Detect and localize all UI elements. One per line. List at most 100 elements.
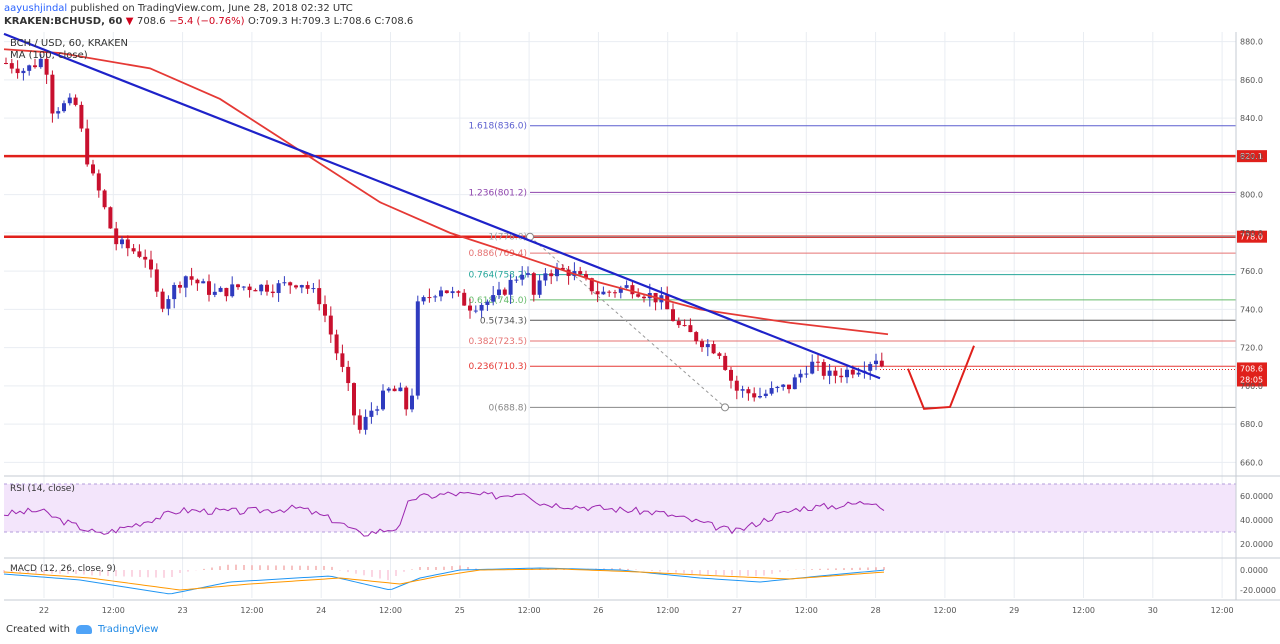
- candle-body: [850, 369, 855, 375]
- x-tick-label: 12:00: [656, 606, 679, 615]
- candle-body: [352, 383, 356, 416]
- x-tick-label: 30: [1148, 606, 1158, 615]
- candle-body: [595, 291, 600, 295]
- candle-body: [642, 296, 646, 299]
- tradingview-brand[interactable]: TradingView: [97, 624, 159, 635]
- candle-body: [827, 370, 832, 376]
- x-tick-label: 12:00: [240, 606, 263, 615]
- macd-tick-label: 0.0000: [1240, 566, 1268, 575]
- candle-body: [497, 289, 501, 296]
- candle-body: [241, 286, 246, 288]
- fib-label: 0.382(723.5): [468, 337, 527, 347]
- candle-body: [218, 287, 223, 292]
- candle-body: [578, 271, 583, 275]
- candle-body: [294, 285, 298, 288]
- candle-body: [392, 388, 397, 392]
- candle-body: [636, 294, 641, 297]
- candle-body: [27, 65, 32, 71]
- rsi-pane: 20.0000 40.0000 60.0000: [3, 483, 1273, 549]
- candle-body: [265, 284, 269, 292]
- candle-body: [96, 173, 101, 191]
- down-arrow-icon: ▼: [125, 16, 134, 27]
- candle-body: [804, 373, 809, 375]
- candle-body: [357, 415, 362, 430]
- candle-body: [334, 334, 339, 354]
- candle-body: [839, 375, 844, 378]
- candle-body: [323, 304, 327, 316]
- candle-body: [230, 284, 235, 297]
- last-price-label: 708.6: [1240, 364, 1263, 373]
- candle-body: [549, 273, 554, 277]
- author-link[interactable]: aayushjindal: [4, 3, 68, 14]
- candle-body: [21, 70, 26, 74]
- fib-label: 0.618(745.0): [468, 296, 527, 306]
- candle-body: [682, 325, 687, 327]
- candle-body: [845, 369, 849, 378]
- candle-body: [288, 282, 293, 286]
- x-tick-label: 12:00: [933, 606, 956, 615]
- candle-body: [44, 58, 49, 75]
- candle-body: [444, 290, 449, 294]
- candle-body: [543, 273, 548, 281]
- fib-label: 0.886(769.4): [468, 249, 527, 259]
- candle-body: [729, 369, 733, 381]
- candle-body: [462, 292, 467, 306]
- y-tick-label: 700.0: [1240, 382, 1263, 391]
- candle-body: [299, 285, 304, 288]
- axes: 660.0 680.0 700.0 720.0 740.0 760.0 780.0 800.0…: [4, 32, 1280, 615]
- candle-body: [456, 291, 461, 293]
- x-tick-label: 26: [593, 606, 603, 615]
- candle-body: [79, 104, 84, 129]
- candle-body: [514, 279, 519, 281]
- candle-body: [73, 97, 78, 105]
- candle-body: [769, 388, 774, 394]
- candle-body: [282, 282, 287, 284]
- macd-signal-line: [3, 568, 885, 591]
- fib-anchor-point: [721, 403, 729, 412]
- candle-body: [62, 103, 66, 112]
- candle-body: [433, 296, 438, 298]
- candle-body: [195, 279, 200, 284]
- candle-body: [212, 291, 217, 295]
- fib-label: 0.5(734.3): [480, 316, 527, 326]
- candle-body: [601, 291, 606, 295]
- y-tick-label: 660.0: [1240, 458, 1263, 467]
- candle-body: [236, 284, 240, 288]
- candle-body: [346, 366, 351, 384]
- y-tick-label: 680.0: [1240, 420, 1263, 429]
- x-tick-label: 12:00: [1072, 606, 1095, 615]
- footer: Created with TradingView: [6, 624, 158, 635]
- fib-anchor-line: [529, 236, 726, 408]
- candle-body: [618, 287, 623, 293]
- candle-body: [404, 387, 409, 410]
- candle-body: [630, 285, 635, 295]
- candle-body: [479, 304, 484, 311]
- candle-body: [763, 393, 768, 397]
- candle-body: [468, 305, 472, 311]
- fib-label: 0.236(710.3): [468, 362, 527, 372]
- candle-body: [798, 373, 803, 378]
- candle-body: [143, 256, 148, 260]
- candle-body: [15, 68, 20, 74]
- last-price-text: 708.6: [136, 16, 166, 27]
- candle-body: [671, 309, 675, 322]
- x-tick-label: 12:00: [102, 606, 125, 615]
- candle-body: [207, 281, 211, 295]
- candle-body: [868, 364, 873, 371]
- x-tick-label: 12:00: [379, 606, 402, 615]
- macd-label: MACD (12, 26, close, 9): [10, 564, 116, 574]
- y-tick-label: 800.0: [1240, 191, 1263, 200]
- trend-line: [3, 32, 881, 380]
- x-tick-label: 28: [871, 606, 881, 615]
- candle-body: [491, 295, 496, 302]
- candle-body: [624, 285, 629, 288]
- fib-label: 1.618(836.0): [468, 122, 527, 132]
- candle-body: [178, 285, 182, 288]
- level-price-label: 778.0: [1240, 233, 1263, 242]
- symbol-name: KRAKEN:BCHUSD, 60: [4, 16, 123, 27]
- x-tick-label: 12:00: [1211, 606, 1234, 615]
- candle-body: [665, 295, 670, 310]
- candle-body: [305, 285, 310, 289]
- candle-body: [160, 291, 165, 309]
